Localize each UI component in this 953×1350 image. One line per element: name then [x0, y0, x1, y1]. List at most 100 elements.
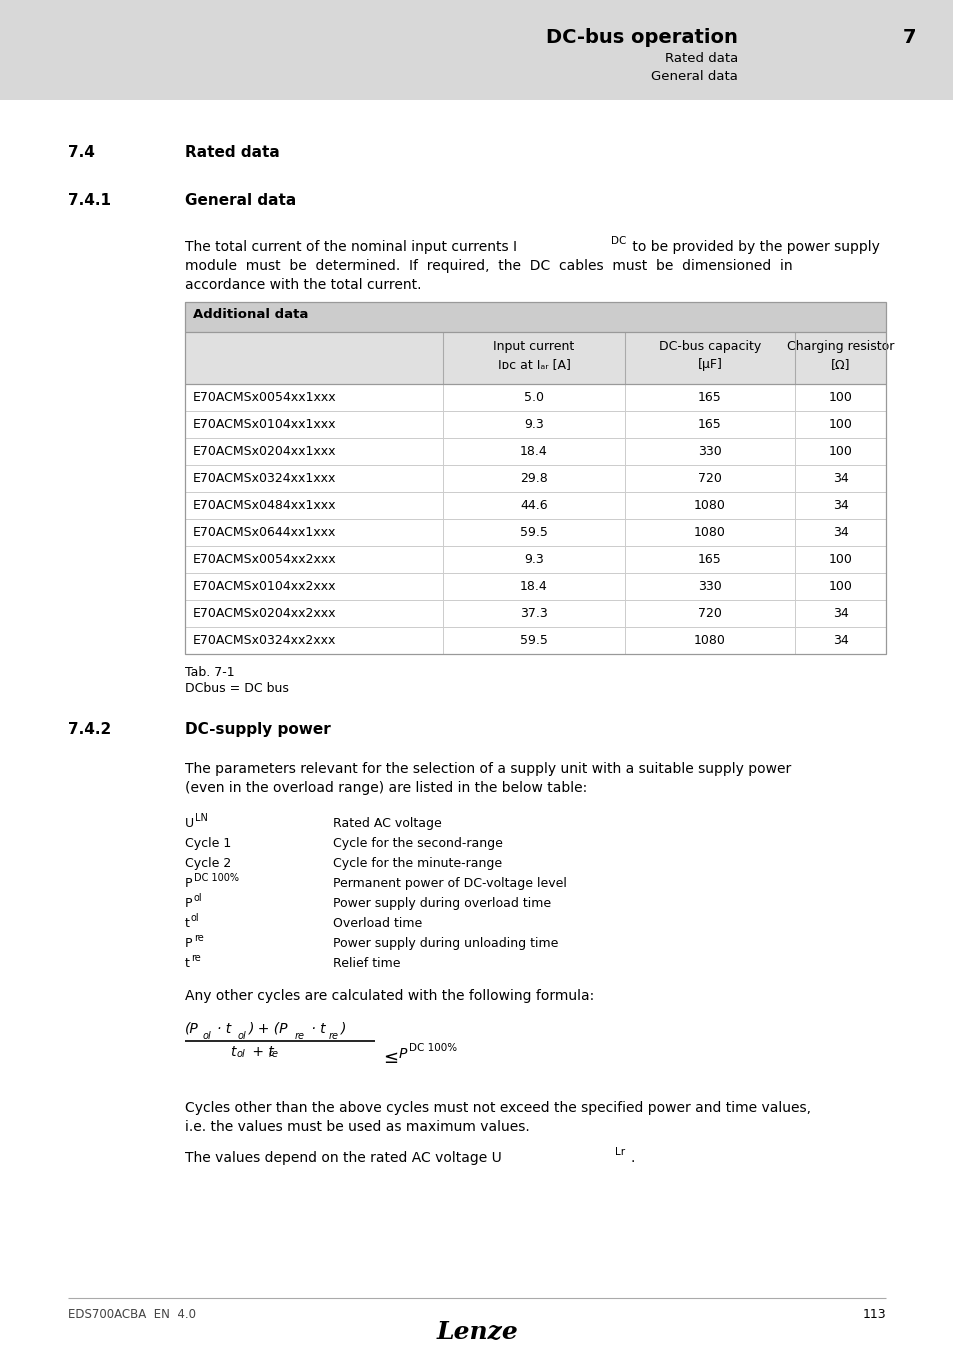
Text: (even in the overload range) are listed in the below table:: (even in the overload range) are listed … [185, 782, 587, 795]
Text: 37.3: 37.3 [519, 608, 547, 620]
Text: ol: ol [193, 892, 202, 903]
Text: Cycle 2: Cycle 2 [185, 857, 231, 869]
Text: ol: ol [237, 1031, 247, 1041]
Text: 7.4.2: 7.4.2 [68, 722, 112, 737]
Bar [185, 383, 885, 410]
Text: 5.0: 5.0 [523, 392, 543, 404]
Text: 18.4: 18.4 [519, 580, 547, 593]
Text: Rated data: Rated data [664, 53, 738, 65]
Text: Permanent power of DC-voltage level: Permanent power of DC-voltage level [333, 878, 566, 890]
Text: E70ACMSx0324xx1xxx: E70ACMSx0324xx1xxx [193, 472, 336, 485]
Text: Charging resistor: Charging resistor [786, 340, 893, 352]
Text: Rated AC voltage: Rated AC voltage [333, 817, 441, 830]
Text: E70ACMSx0324xx2xxx: E70ACMSx0324xx2xxx [193, 634, 336, 647]
Text: t: t [185, 917, 190, 930]
Text: LN: LN [194, 813, 208, 823]
Text: 59.5: 59.5 [519, 526, 547, 539]
Text: (P: (P [185, 1022, 198, 1035]
Bar [185, 410, 885, 437]
Text: General data: General data [185, 193, 296, 208]
Text: 34: 34 [832, 472, 847, 485]
Text: 7: 7 [902, 28, 915, 47]
Bar [185, 437, 885, 464]
Text: 100: 100 [828, 446, 852, 458]
Text: [Ω]: [Ω] [830, 358, 849, 371]
Text: P: P [185, 878, 193, 890]
Bar [185, 491, 885, 518]
Text: re: re [193, 933, 204, 944]
Text: 59.5: 59.5 [519, 634, 547, 647]
Text: t: t [230, 1045, 235, 1058]
Text: Overload time: Overload time [333, 917, 422, 930]
Text: DC-supply power: DC-supply power [185, 722, 331, 737]
Text: DC-bus capacity: DC-bus capacity [659, 340, 760, 352]
Text: .: . [630, 1152, 635, 1165]
Text: 44.6: 44.6 [519, 500, 547, 512]
Text: 330: 330 [698, 446, 721, 458]
Text: 720: 720 [698, 608, 721, 620]
Bar [185, 464, 885, 491]
Bar [185, 518, 885, 545]
Bar [0, 0, 953, 100]
Text: Input current: Input current [493, 340, 574, 352]
Text: ol: ol [236, 1049, 246, 1058]
Text: ) + (P: ) + (P [249, 1022, 288, 1035]
Text: 100: 100 [828, 554, 852, 566]
Text: P: P [185, 937, 193, 950]
Text: 1080: 1080 [694, 526, 725, 539]
Text: Additional data: Additional data [193, 308, 308, 321]
Text: 113: 113 [862, 1308, 885, 1322]
Text: Lenze: Lenze [436, 1320, 517, 1345]
Text: [μF]: [μF] [697, 358, 721, 371]
Text: 1080: 1080 [694, 634, 725, 647]
Text: Rated data: Rated data [185, 144, 279, 161]
Text: 1080: 1080 [694, 500, 725, 512]
Text: · t: · t [216, 1022, 231, 1035]
Text: Power supply during overload time: Power supply during overload time [333, 896, 551, 910]
Text: 9.3: 9.3 [523, 418, 543, 431]
Text: t: t [185, 957, 190, 971]
Text: DC 100%: DC 100% [409, 1044, 456, 1053]
Text: 34: 34 [832, 500, 847, 512]
Text: EDS700ACBA  EN  4.0: EDS700ACBA EN 4.0 [68, 1308, 195, 1322]
Text: 34: 34 [832, 608, 847, 620]
Text: Power supply during unloading time: Power supply during unloading time [333, 937, 558, 950]
Text: 7.4.1: 7.4.1 [68, 193, 111, 208]
Text: 100: 100 [828, 580, 852, 593]
Bar [185, 302, 885, 332]
Text: E70ACMSx0204xx2xxx: E70ACMSx0204xx2xxx [193, 608, 336, 620]
Text: 100: 100 [828, 392, 852, 404]
Text: The parameters relevant for the selection of a supply unit with a suitable suppl: The parameters relevant for the selectio… [185, 761, 790, 776]
Text: 100: 100 [828, 418, 852, 431]
Text: ol: ol [191, 913, 199, 923]
Text: 34: 34 [832, 526, 847, 539]
Text: · t: · t [307, 1022, 325, 1035]
Text: ): ) [340, 1022, 346, 1035]
Text: E70ACMSx0054xx1xxx: E70ACMSx0054xx1xxx [193, 392, 336, 404]
Text: E70ACMSx0104xx2xxx: E70ACMSx0104xx2xxx [193, 580, 336, 593]
Text: 18.4: 18.4 [519, 446, 547, 458]
Text: ≤: ≤ [382, 1049, 397, 1066]
Text: Relief time: Relief time [333, 957, 400, 971]
Text: re: re [191, 953, 200, 963]
Text: 7.4: 7.4 [68, 144, 94, 161]
Text: P: P [398, 1048, 407, 1061]
Text: Cycles other than the above cycles must not exceed the specified power and time : Cycles other than the above cycles must … [185, 1102, 810, 1115]
Bar [185, 302, 885, 653]
Text: i.e. the values must be used as maximum values.: i.e. the values must be used as maximum … [185, 1120, 529, 1134]
Text: The values depend on the rated AC voltage U: The values depend on the rated AC voltag… [185, 1152, 501, 1165]
Text: re: re [294, 1031, 305, 1041]
Text: E70ACMSx0054xx2xxx: E70ACMSx0054xx2xxx [193, 554, 336, 566]
Text: 330: 330 [698, 580, 721, 593]
Text: accordance with the total current.: accordance with the total current. [185, 278, 421, 292]
Text: E70ACMSx0484xx1xxx: E70ACMSx0484xx1xxx [193, 500, 336, 512]
Text: + t: + t [248, 1045, 274, 1058]
Text: U: U [185, 817, 193, 830]
Bar [185, 332, 885, 383]
Text: Cycle for the second-range: Cycle for the second-range [333, 837, 502, 850]
Text: E70ACMSx0204xx1xxx: E70ACMSx0204xx1xxx [193, 446, 336, 458]
Text: Tab. 7-1: Tab. 7-1 [185, 666, 234, 679]
Bar [185, 599, 885, 626]
Text: DC: DC [610, 236, 626, 246]
Text: DC 100%: DC 100% [193, 873, 239, 883]
